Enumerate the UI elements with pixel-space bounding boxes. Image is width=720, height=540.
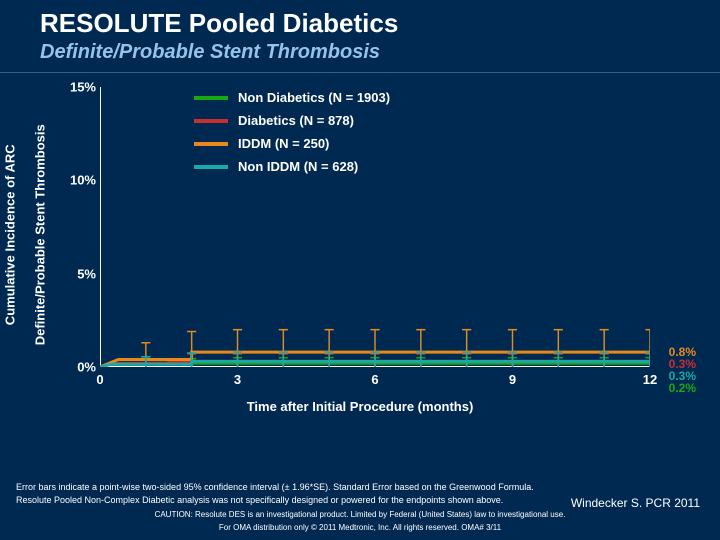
legend-item: Diabetics (N = 878): [194, 113, 390, 128]
x-tick-label: 6: [371, 372, 378, 387]
y-tick-label: 0%: [60, 360, 96, 375]
footer-caution-1: CAUTION: Resolute DES is an investigatio…: [16, 510, 704, 519]
y-tick-label: 15%: [60, 80, 96, 95]
legend-item: Non Diabetics (N = 1903): [194, 90, 390, 105]
legend-label: Diabetics (N = 878): [238, 113, 354, 128]
footer-caution-2: For OMA distribution only © 2011 Medtron…: [16, 523, 704, 532]
footer-credit: Windecker S. PCR 2011: [571, 496, 700, 510]
footer-note-1: Error bars indicate a point-wise two-sid…: [16, 482, 704, 493]
legend-swatch: [194, 119, 228, 123]
x-tick-label: 12: [643, 372, 657, 387]
legend-item: Non IDDM (N = 628): [194, 159, 390, 174]
legend-label: Non IDDM (N = 628): [238, 159, 358, 174]
series-end-label: 0.2%: [669, 381, 696, 395]
footer: Error bars indicate a point-wise two-sid…: [16, 482, 704, 532]
legend-label: Non Diabetics (N = 1903): [238, 90, 390, 105]
title-rule: [0, 72, 720, 73]
legend-swatch: [194, 165, 228, 169]
legend-item: IDDM (N = 250): [194, 136, 390, 151]
x-tick-label: 0: [96, 372, 103, 387]
title-block: RESOLUTE Pooled Diabetics Definite/Proba…: [0, 0, 720, 68]
x-tick-label: 9: [509, 372, 516, 387]
x-axis-label: Time after Initial Procedure (months): [0, 399, 720, 414]
y-axis-label: Cumulative Incidence of ARC Definite/Pro…: [0, 112, 63, 372]
legend-label: IDDM (N = 250): [238, 136, 329, 151]
y-tick-label: 5%: [60, 266, 96, 281]
y-tick-label: 10%: [60, 173, 96, 188]
page-title: RESOLUTE Pooled Diabetics: [40, 8, 720, 39]
legend-swatch: [194, 142, 228, 146]
legend-swatch: [194, 96, 228, 100]
page-subtitle: Definite/Probable Stent Thrombosis: [40, 39, 720, 64]
x-tick-label: 3: [234, 372, 241, 387]
legend: Non Diabetics (N = 1903) Diabetics (N = 8…: [194, 90, 390, 182]
